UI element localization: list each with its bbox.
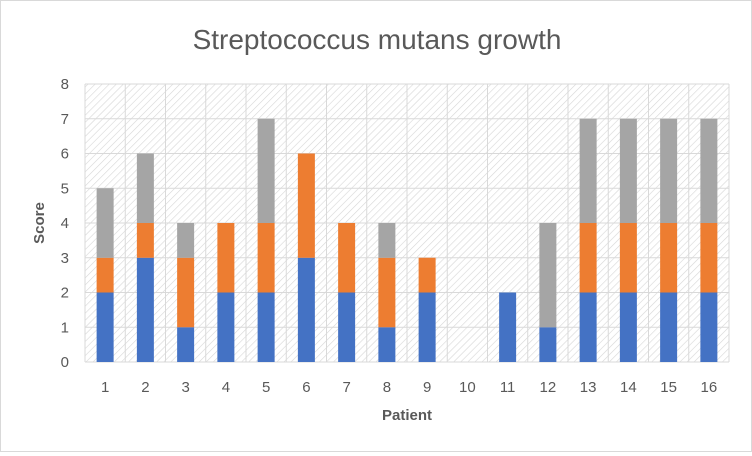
- bar-segment: [177, 223, 195, 258]
- x-tick-label: 13: [580, 379, 597, 396]
- bar-segment: [177, 327, 195, 362]
- bar-segment: [660, 292, 678, 362]
- bar-segment: [177, 257, 195, 328]
- bar-segment: [700, 292, 718, 362]
- bar-segment: [217, 292, 235, 362]
- x-tick-label: 6: [302, 379, 310, 396]
- bar-segment: [338, 223, 356, 293]
- bar-segment: [619, 292, 637, 362]
- y-tick-label: 4: [61, 215, 69, 232]
- bar-segment: [96, 188, 114, 258]
- bar-segment: [378, 327, 396, 362]
- bars: [96, 118, 718, 362]
- bar-segment: [579, 118, 597, 223]
- bar-segment: [378, 223, 396, 258]
- bar-segment: [660, 118, 678, 223]
- x-axis-title: Patient: [382, 407, 432, 424]
- x-tick-label: 5: [262, 379, 270, 396]
- x-tick-label: 11: [500, 379, 516, 396]
- y-tick-label: 3: [61, 250, 69, 267]
- y-tick-label: 2: [61, 285, 69, 302]
- bar-segment: [257, 118, 275, 223]
- bar-segment: [619, 118, 637, 223]
- bar-segment: [136, 223, 154, 258]
- y-tick-label: 6: [61, 146, 69, 163]
- bar-segment: [217, 223, 235, 293]
- bar-segment: [297, 257, 315, 362]
- x-tick-label: 14: [620, 379, 637, 396]
- bar-segment: [579, 292, 597, 362]
- y-tick-label: 8: [61, 76, 69, 93]
- x-tick-label: 1: [101, 379, 109, 396]
- x-tick-label: 7: [342, 379, 350, 396]
- x-tick-label: 12: [540, 379, 557, 396]
- bar-segment: [136, 257, 154, 362]
- x-tick-label: 15: [660, 379, 677, 396]
- bar-segment: [96, 292, 114, 362]
- x-tick-label: 4: [222, 379, 230, 396]
- bar-segment: [338, 292, 356, 362]
- bar-segment: [257, 292, 275, 362]
- x-tick-label: 3: [181, 379, 189, 396]
- y-tick-label: 1: [61, 319, 69, 336]
- x-tick-label: 10: [459, 379, 476, 396]
- bar-segment: [378, 257, 396, 328]
- bar-segment: [539, 223, 557, 328]
- bar-segment: [418, 292, 436, 362]
- bar-segment: [136, 153, 154, 223]
- bar-segment: [579, 223, 597, 293]
- bar-segment: [700, 223, 718, 293]
- bar-segment: [539, 327, 557, 362]
- bar-segment: [96, 257, 114, 293]
- chart-title: Streptococcus mutans growth: [193, 24, 562, 55]
- y-tick-label: 7: [61, 111, 69, 128]
- bar-segment: [619, 223, 637, 293]
- x-tick-label: 2: [141, 379, 149, 396]
- bar-segment: [660, 223, 678, 293]
- bar-segment: [418, 257, 436, 293]
- bar-segment: [297, 153, 315, 258]
- y-tick-label: 5: [61, 180, 69, 197]
- bar-segment: [700, 118, 718, 223]
- x-tick-label: 9: [423, 379, 431, 396]
- y-tick-label: 0: [61, 354, 69, 371]
- bar-segment: [257, 223, 275, 293]
- bar-segment: [499, 292, 517, 362]
- x-tick-label: 8: [383, 379, 391, 396]
- x-tick-label: 16: [701, 379, 718, 396]
- y-axis-title: Score: [31, 202, 48, 244]
